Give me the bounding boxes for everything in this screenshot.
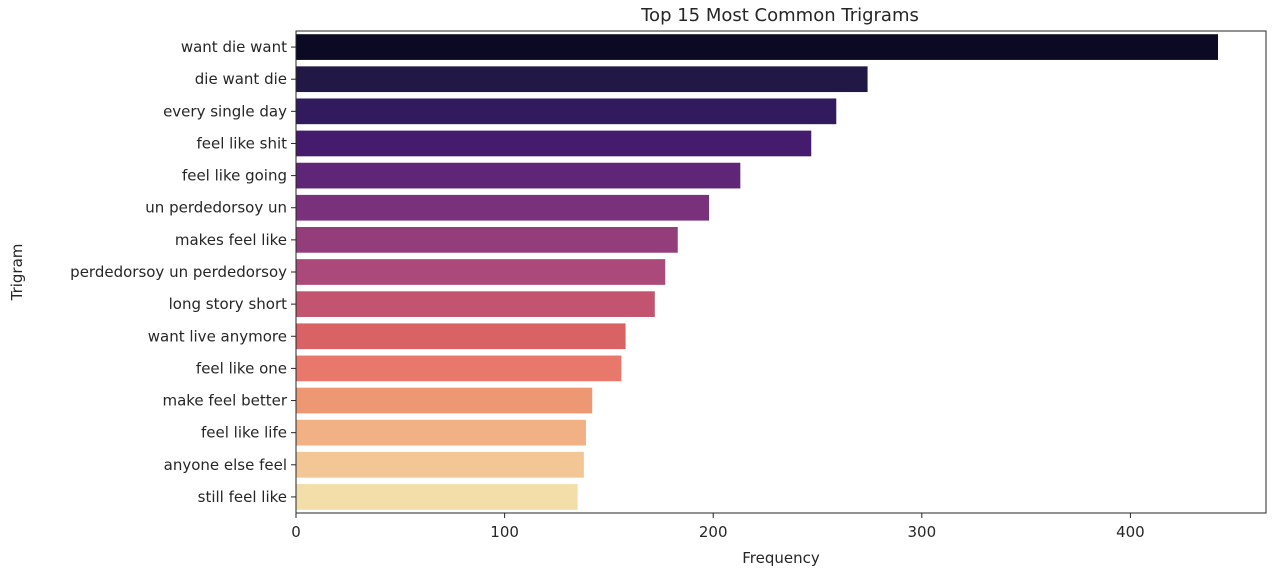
y-tick-label: die want die bbox=[195, 70, 287, 88]
y-tick-label: feel like going bbox=[182, 167, 287, 185]
y-tick-label: want live anymore bbox=[148, 327, 287, 345]
bar bbox=[296, 451, 584, 478]
x-axis-label: Frequency bbox=[742, 549, 820, 567]
y-tick-label: make feel better bbox=[162, 392, 287, 410]
bar bbox=[296, 130, 812, 157]
bar bbox=[296, 419, 586, 446]
chart-title: Top 15 Most Common Trigrams bbox=[640, 5, 919, 26]
y-tick-label: anyone else feel bbox=[164, 456, 287, 474]
bar bbox=[296, 194, 710, 221]
y-tick-label: feel like life bbox=[201, 424, 287, 442]
y-tick-label: long story short bbox=[169, 295, 287, 313]
y-tick-label: feel like one bbox=[196, 359, 287, 377]
y-tick-label: feel like shit bbox=[196, 134, 287, 152]
bar bbox=[296, 484, 578, 510]
y-tick-label: makes feel like bbox=[175, 231, 287, 249]
bar bbox=[296, 291, 655, 317]
x-tick-label: 100 bbox=[490, 523, 519, 541]
bar bbox=[296, 259, 666, 285]
bar bbox=[296, 227, 678, 253]
y-tick-labels: want die want die want die every single da… bbox=[70, 38, 296, 506]
y-tick-label: still feel like bbox=[198, 488, 287, 506]
bars-group bbox=[296, 34, 1219, 510]
y-tick-label: perdedorsoy un perdedorsoy bbox=[70, 263, 287, 281]
bar bbox=[296, 66, 868, 93]
y-axis-label: Trigram bbox=[8, 244, 26, 302]
plot-frame bbox=[295, 30, 1267, 514]
x-tick-label: 300 bbox=[907, 523, 936, 541]
y-tick-label: want die want bbox=[181, 38, 287, 56]
bar bbox=[296, 98, 837, 125]
bar bbox=[296, 355, 622, 382]
x-tick-label: 200 bbox=[699, 523, 728, 541]
bar bbox=[296, 162, 741, 189]
bar bbox=[296, 34, 1219, 60]
x-tick-label: 400 bbox=[1116, 523, 1145, 541]
y-tick-label: every single day bbox=[163, 102, 287, 120]
x-tick-label: 0 bbox=[291, 523, 301, 541]
bar bbox=[296, 387, 593, 414]
x-tick-labels: 0 100 200 300 400 bbox=[291, 513, 1145, 541]
bar bbox=[296, 323, 626, 350]
y-tick-label: un perdedorsoy un bbox=[145, 199, 287, 217]
